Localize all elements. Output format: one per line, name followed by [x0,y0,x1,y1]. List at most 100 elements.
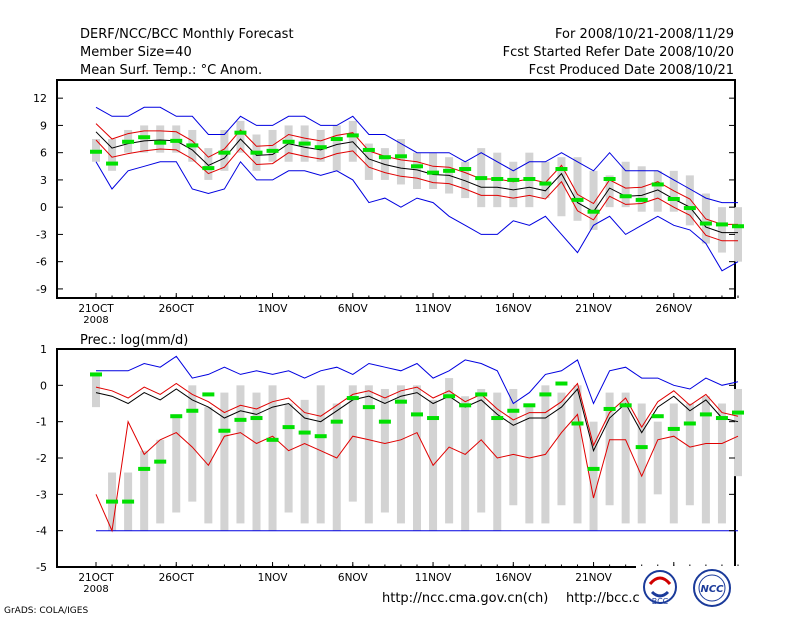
prec-median-mark [411,412,423,417]
prec-ytick-label: -1 [36,416,47,429]
temp-median-mark [234,130,247,135]
prec-box [717,403,726,524]
prec-box [380,388,389,513]
ncc-logo-icon: NCC [690,566,734,610]
temp-median-mark [266,148,279,153]
prec-box [493,392,502,531]
prec-median-mark [507,408,520,413]
temp-ytick-label: 0 [40,201,47,214]
chart-title: DERF/NCC/BCC Monthly Forecast [80,27,294,42]
prec-box [396,385,405,524]
prec-xtick-label: 1NOV [258,572,289,584]
bcc-logo-icon: BCC [643,570,677,606]
temp-median-mark [330,137,343,142]
prec-median-mark [218,428,231,433]
prec-median-mark [459,403,472,408]
temp-median-mark [250,150,263,155]
prec-median-mark [282,425,295,430]
grads-credit: GrADS: COLA/IGES [4,606,89,616]
temp-box [220,129,229,171]
temp-median-mark [154,140,167,145]
prec-median-mark [571,421,584,426]
temp-xtick-sublabel: 2008 [83,315,108,326]
temp-median-mark [411,164,423,169]
temp-median-mark [523,177,536,182]
prec-median-mark [635,445,648,450]
prec-median-mark [298,430,311,435]
prec-box [220,392,229,531]
temp-ytick-label: 9 [40,119,47,132]
prec-median-mark [346,396,359,401]
prec-box [188,385,197,502]
temp-median-mark [491,177,504,182]
prec-box [236,385,245,524]
prec-box [509,388,518,506]
temp-box [637,166,646,212]
prec-box [92,374,100,408]
temp-ytick-label: -9 [36,283,47,296]
prec-median-mark [266,437,279,442]
prec-median-mark [523,403,536,408]
prec-xtick-label: 21NOV [575,572,612,584]
prec-box [685,403,694,506]
prec-box [364,385,373,524]
prec-median-mark [427,416,440,421]
temp-median-mark [90,149,102,154]
temp-box [509,161,518,208]
temp-median-mark [539,181,552,186]
temp-median-mark [683,206,696,211]
prec-box [734,388,742,477]
temp-xtick-label: 11NOV [415,303,452,315]
footer-url-ch[interactable]: http://ncc.cma.gov.cn(ch) [382,591,549,606]
prec-median-mark [122,499,135,504]
prec-median-mark [170,414,183,419]
prec-ytick-label: -4 [36,525,47,538]
temp-xtick-label: 21NOV [575,303,612,315]
prec-box [140,450,149,531]
temp-box [396,139,405,185]
temp-xtick-label: 6NOV [338,303,369,315]
prec-median-mark [667,426,680,431]
prec-median-mark [314,434,327,439]
temp-median-mark [362,147,375,152]
prec-box [332,403,341,531]
prec-box [252,392,261,531]
temp-xtick-label: 26NOV [656,303,693,315]
temp-median-mark [394,154,407,159]
prec-ytick-label: 0 [40,379,47,392]
prec-median-mark [362,405,375,410]
temp-ytick-label: 3 [40,174,47,187]
prec-median-mark [555,381,568,386]
prec-box [589,421,598,531]
prec-ytick-label: -5 [36,561,47,574]
prec-box [669,403,678,524]
temp-ytick-label: 12 [33,92,47,105]
prec-median-mark [378,419,391,424]
prec-box [621,392,630,524]
prec-box [172,414,181,513]
temp-box [108,139,117,171]
temp-xtick-label: 1NOV [258,303,289,315]
temp-outer-high-line [95,106,738,204]
temp-median-mark [314,145,327,150]
prec-ytick-label: -2 [36,452,47,465]
temp-median-mark [667,196,680,201]
temp-ytick-label: -6 [36,256,47,269]
prec-median-mark [651,414,664,419]
prec-box [413,385,421,531]
prec-median-mark [619,403,632,408]
prec-median-mark [475,392,488,397]
prec-median-mark [539,392,552,397]
prec-median-mark [186,408,199,413]
footer-url-en[interactable]: http://bcc.c [566,591,640,606]
prec-box [637,403,646,524]
produced-date: Fcst Produced Date 2008/10/21 [528,63,734,78]
temp-median-mark [346,133,359,138]
prec-box [284,403,293,513]
temp-median-mark [106,161,119,166]
prec-box [701,396,710,524]
variable-label: Mean Surf. Temp.: °C Anom. [80,63,263,78]
temp-median-mark [459,167,472,172]
